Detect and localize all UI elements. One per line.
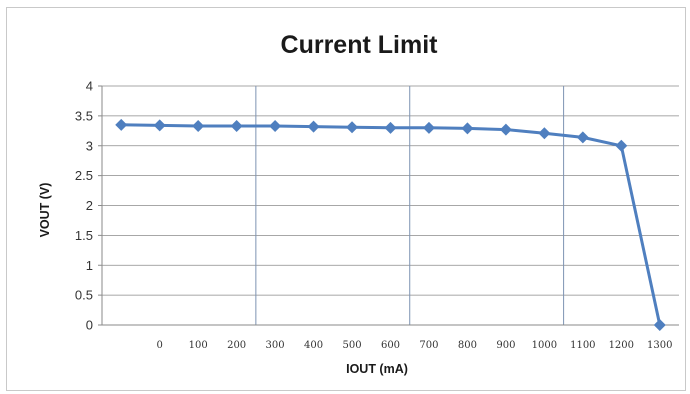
y-tick-label: 1.5 (75, 228, 93, 243)
x-tick-label: 300 (266, 340, 285, 351)
data-point-marker (422, 121, 435, 134)
y-tick-label: 0.5 (75, 288, 93, 303)
x-tick-label: 400 (304, 340, 323, 351)
data-point-marker (615, 139, 628, 152)
line-chart: Current Limit 0 0.5 1 1.5 2 2.5 3 3.5 4 0 100 200 30… (38, 31, 679, 376)
data-point-marker (269, 120, 282, 133)
y-tick-label: 2.5 (75, 168, 93, 183)
data-point-marker (153, 119, 166, 132)
data-point-marker (576, 131, 589, 144)
x-axis-title: IOUT (mA) (346, 362, 408, 376)
data-point-marker (384, 121, 397, 134)
chart-frame: Current Limit 0 0.5 1 1.5 2 2.5 3 3.5 4 0 100 200 30… (6, 7, 686, 391)
gridlines (102, 85, 679, 325)
x-tick-label: 1300 (647, 340, 672, 351)
x-tick-label: 800 (458, 340, 477, 351)
x-tick-label: 0 (157, 340, 163, 351)
data-point-marker (461, 122, 474, 135)
y-tick-label: 4 (86, 79, 93, 94)
x-tick-label: 1200 (609, 340, 634, 351)
y-axis-title: VOUT (V) (38, 183, 52, 238)
data-point-marker (192, 120, 205, 133)
y-tick-label: 3.5 (75, 108, 93, 123)
chart-title: Current Limit (281, 31, 439, 59)
y-tick-label: 1 (86, 258, 93, 273)
data-point-marker (307, 120, 320, 133)
data-point-marker (346, 121, 359, 134)
y-tick-label: 0 (86, 318, 93, 333)
y-tick-label: 3 (86, 138, 93, 153)
y-tick-label: 2 (86, 198, 93, 213)
x-tick-label: 900 (496, 340, 515, 351)
data-point-marker (653, 319, 666, 331)
x-tick-label: 1100 (570, 340, 595, 351)
data-point-marker (230, 120, 243, 133)
x-tick-label: 600 (381, 340, 400, 351)
x-tick-label: 200 (227, 340, 246, 351)
x-tick-label: 500 (342, 340, 361, 351)
data-point-marker (115, 118, 128, 131)
tick-labels: 0 0.5 1 1.5 2 2.5 3 3.5 4 0 100 200 300 400 500 600 700 8… (75, 79, 673, 352)
axes (98, 85, 679, 326)
x-tick-label: 700 (419, 340, 438, 351)
series-group (115, 118, 666, 331)
data-point-marker (499, 123, 512, 136)
x-tick-label: 100 (189, 340, 208, 351)
x-tick-label: 1000 (532, 340, 557, 351)
data-point-marker (538, 127, 551, 140)
